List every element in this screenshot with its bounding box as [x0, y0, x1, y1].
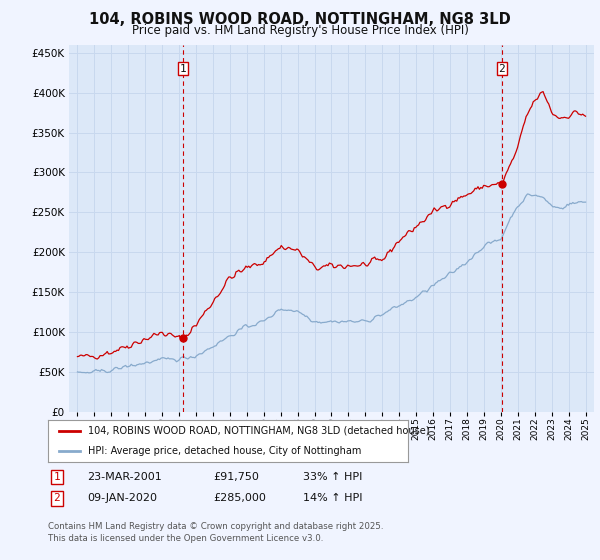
Text: 2: 2 — [499, 64, 505, 74]
Text: 14% ↑ HPI: 14% ↑ HPI — [303, 493, 362, 503]
Text: 09-JAN-2020: 09-JAN-2020 — [87, 493, 157, 503]
Text: 2: 2 — [53, 493, 61, 503]
Text: £285,000: £285,000 — [213, 493, 266, 503]
Text: Price paid vs. HM Land Registry's House Price Index (HPI): Price paid vs. HM Land Registry's House … — [131, 24, 469, 36]
Text: 1: 1 — [180, 64, 187, 74]
Text: 104, ROBINS WOOD ROAD, NOTTINGHAM, NG8 3LD: 104, ROBINS WOOD ROAD, NOTTINGHAM, NG8 3… — [89, 12, 511, 27]
Text: 1: 1 — [53, 472, 61, 482]
Text: Contains HM Land Registry data © Crown copyright and database right 2025.
This d: Contains HM Land Registry data © Crown c… — [48, 522, 383, 543]
Text: 104, ROBINS WOOD ROAD, NOTTINGHAM, NG8 3LD (detached house): 104, ROBINS WOOD ROAD, NOTTINGHAM, NG8 3… — [88, 426, 429, 436]
Text: 33% ↑ HPI: 33% ↑ HPI — [303, 472, 362, 482]
Text: HPI: Average price, detached house, City of Nottingham: HPI: Average price, detached house, City… — [88, 446, 361, 456]
Text: 23-MAR-2001: 23-MAR-2001 — [87, 472, 162, 482]
Text: £91,750: £91,750 — [213, 472, 259, 482]
